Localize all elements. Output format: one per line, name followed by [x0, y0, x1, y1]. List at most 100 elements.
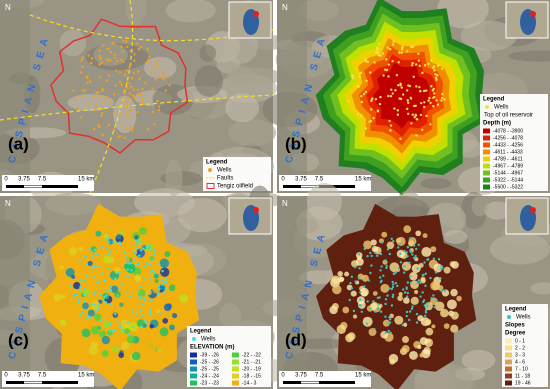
well [397, 84, 400, 87]
well [96, 265, 99, 269]
well [385, 264, 388, 268]
legend-subtitle: Degree [505, 331, 526, 337]
well [105, 247, 109, 250]
scale-label: 7.5 [38, 373, 47, 379]
well [366, 254, 369, 258]
well [411, 61, 414, 65]
surface-texture [139, 227, 147, 235]
well [116, 294, 120, 297]
well [393, 107, 396, 110]
well [136, 290, 140, 294]
legend-swatch [190, 352, 197, 358]
well [146, 128, 149, 131]
terrain-patch [45, 192, 103, 216]
well [80, 71, 83, 74]
well [394, 281, 397, 285]
well [128, 92, 132, 95]
well [423, 105, 426, 109]
surface-zone [373, 62, 431, 129]
fault-line [29, 14, 274, 42]
well [391, 280, 394, 284]
well [376, 296, 380, 300]
well [78, 260, 81, 263]
surface-texture [112, 312, 119, 318]
well [145, 262, 149, 265]
well [409, 237, 412, 240]
well [162, 78, 165, 81]
well [145, 321, 148, 325]
well [118, 321, 121, 324]
scale-label: 0 [4, 177, 8, 183]
terrain-patch [420, 178, 452, 189]
well [142, 247, 145, 250]
surface-texture [402, 336, 409, 343]
inset-marker [253, 207, 259, 213]
well [425, 114, 428, 118]
well [109, 250, 112, 253]
legend-label: -5322 - -5144 [493, 177, 523, 183]
well [133, 53, 136, 56]
well [128, 126, 131, 129]
surface-texture [350, 290, 357, 297]
well [419, 295, 422, 298]
surface-texture [112, 345, 119, 353]
well [443, 98, 446, 101]
surface-texture [450, 311, 459, 320]
well [435, 299, 438, 303]
well [429, 59, 433, 62]
well [411, 113, 414, 116]
well [406, 99, 409, 102]
well [385, 266, 388, 270]
well [90, 250, 94, 253]
well [349, 281, 352, 285]
surface-texture [382, 319, 390, 327]
well [378, 276, 382, 279]
well [384, 259, 387, 262]
surface-texture [98, 330, 107, 338]
well [405, 287, 408, 291]
well [363, 285, 366, 288]
well [389, 128, 392, 132]
surface-texture [344, 271, 350, 277]
well [426, 258, 429, 261]
well [408, 310, 412, 313]
well [399, 252, 402, 256]
well [416, 267, 419, 270]
surface-texture [410, 280, 419, 289]
well [164, 89, 167, 92]
terrain-patch [471, 195, 489, 217]
well [403, 291, 407, 294]
well [125, 112, 128, 115]
sea-strip [277, 0, 307, 193]
surface-texture [352, 314, 358, 319]
well [93, 248, 97, 252]
well [371, 97, 374, 100]
scale-label: 3.75 [295, 177, 307, 183]
well [131, 126, 134, 130]
well [384, 315, 387, 318]
well [92, 293, 95, 297]
terrain-patch [93, 43, 128, 67]
well [95, 309, 99, 313]
well [443, 289, 447, 293]
surface-texture [119, 302, 124, 307]
well [125, 81, 129, 84]
well [94, 252, 97, 256]
well [383, 68, 387, 71]
well [360, 100, 364, 104]
well [120, 58, 123, 62]
legend-swatch [190, 373, 197, 379]
surface-texture [417, 315, 424, 322]
well [109, 286, 112, 289]
well [108, 303, 112, 306]
scale-label: 7.5 [38, 177, 47, 183]
surface-texture [370, 239, 377, 246]
well [412, 244, 416, 247]
surface-texture [380, 330, 388, 339]
well [379, 280, 383, 284]
well [131, 94, 135, 97]
well [384, 298, 388, 301]
well [374, 51, 378, 54]
surface-texture [381, 231, 388, 238]
well [388, 321, 392, 324]
